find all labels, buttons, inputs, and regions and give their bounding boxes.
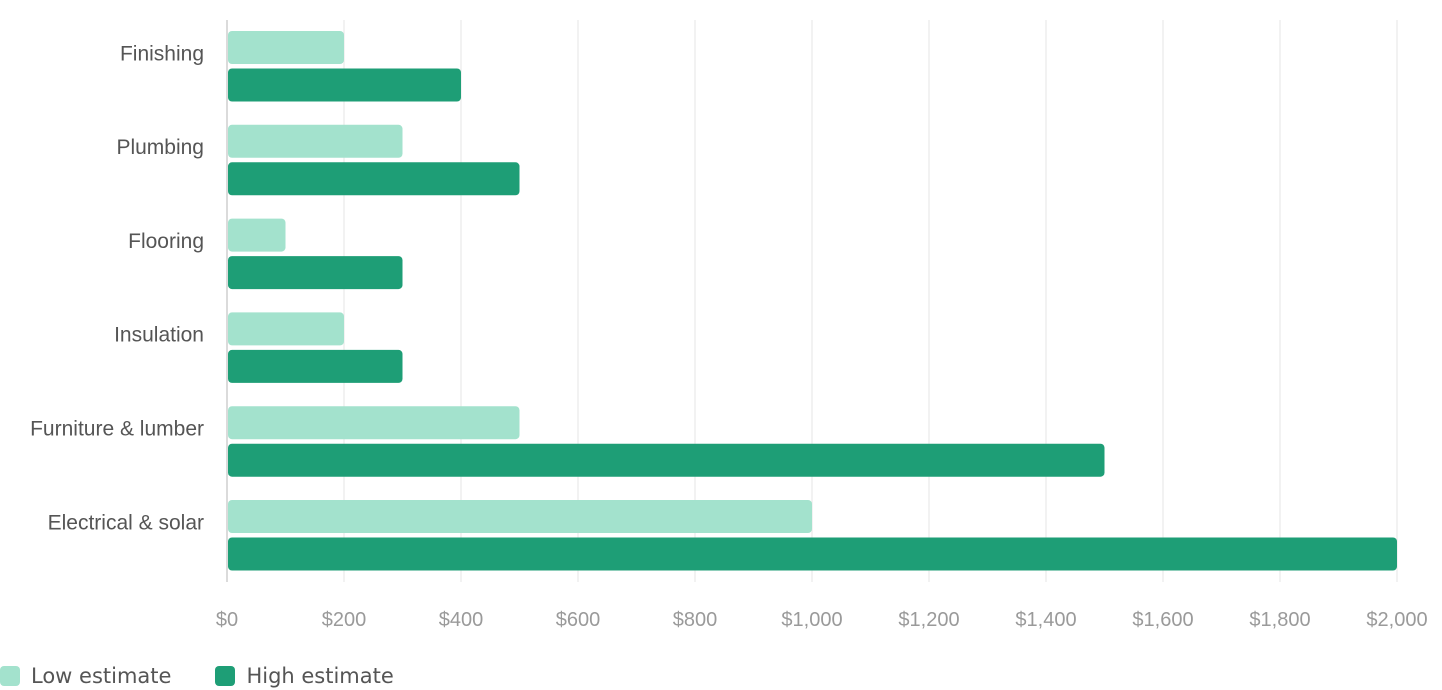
category-label: Finishing bbox=[120, 42, 204, 65]
legend-swatch-high bbox=[215, 666, 236, 686]
x-tick-label: $1,400 bbox=[1015, 609, 1076, 631]
legend-label-high: High estimate bbox=[246, 664, 394, 688]
bar-low-estimate bbox=[228, 500, 812, 533]
category-labels: Finishing Plumbing Flooring Insulation Furni… bbox=[30, 42, 204, 534]
x-tick-label: $2,000 bbox=[1366, 609, 1427, 631]
bar-high-estimate bbox=[228, 537, 1397, 571]
grid-lines bbox=[226, 20, 1398, 582]
category-label: Insulation bbox=[114, 324, 204, 347]
category-label: Furniture & lumber bbox=[30, 417, 204, 440]
x-tick-label: $1,000 bbox=[781, 609, 842, 631]
bar-low-estimate bbox=[228, 406, 520, 440]
x-tick-label: $1,200 bbox=[898, 609, 959, 631]
bar-low-estimate bbox=[228, 31, 344, 64]
x-tick-label: $800 bbox=[673, 609, 718, 631]
bars bbox=[228, 31, 1397, 571]
legend-label-low: Low estimate bbox=[31, 664, 172, 688]
bar-high-estimate bbox=[228, 256, 403, 290]
bar-low-estimate bbox=[228, 312, 344, 346]
bar-high-estimate bbox=[228, 349, 403, 383]
x-tick-label: $400 bbox=[439, 609, 484, 631]
legend-swatch-low bbox=[0, 666, 20, 686]
legend-item-low[interactable]: Low estimate bbox=[0, 664, 171, 688]
x-tick-label: $600 bbox=[556, 609, 601, 631]
legend-item-high[interactable]: High estimate bbox=[215, 664, 394, 688]
x-tick-label: $1,800 bbox=[1249, 609, 1310, 631]
bar-low-estimate bbox=[228, 124, 403, 158]
category-label: Electrical & solar bbox=[48, 511, 204, 534]
category-label: Flooring bbox=[128, 230, 204, 253]
bar-low-estimate bbox=[228, 218, 286, 252]
bar-chart: Finishing Plumbing Flooring Insulation Furni… bbox=[30, 20, 1428, 631]
x-tick-label: $0 bbox=[216, 609, 238, 631]
bar-high-estimate bbox=[228, 443, 1105, 477]
bar-high-estimate bbox=[228, 68, 461, 102]
x-tick-labels: $0 $200 $400 $600 $800 $1,000 $1,200 $1,400 $1,6… bbox=[216, 609, 1428, 631]
legend: Low estimate High estimate bbox=[0, 664, 438, 688]
category-label: Plumbing bbox=[116, 136, 204, 159]
x-tick-label: $1,600 bbox=[1132, 609, 1193, 631]
bar-high-estimate bbox=[228, 162, 520, 196]
x-tick-label: $200 bbox=[322, 609, 367, 631]
